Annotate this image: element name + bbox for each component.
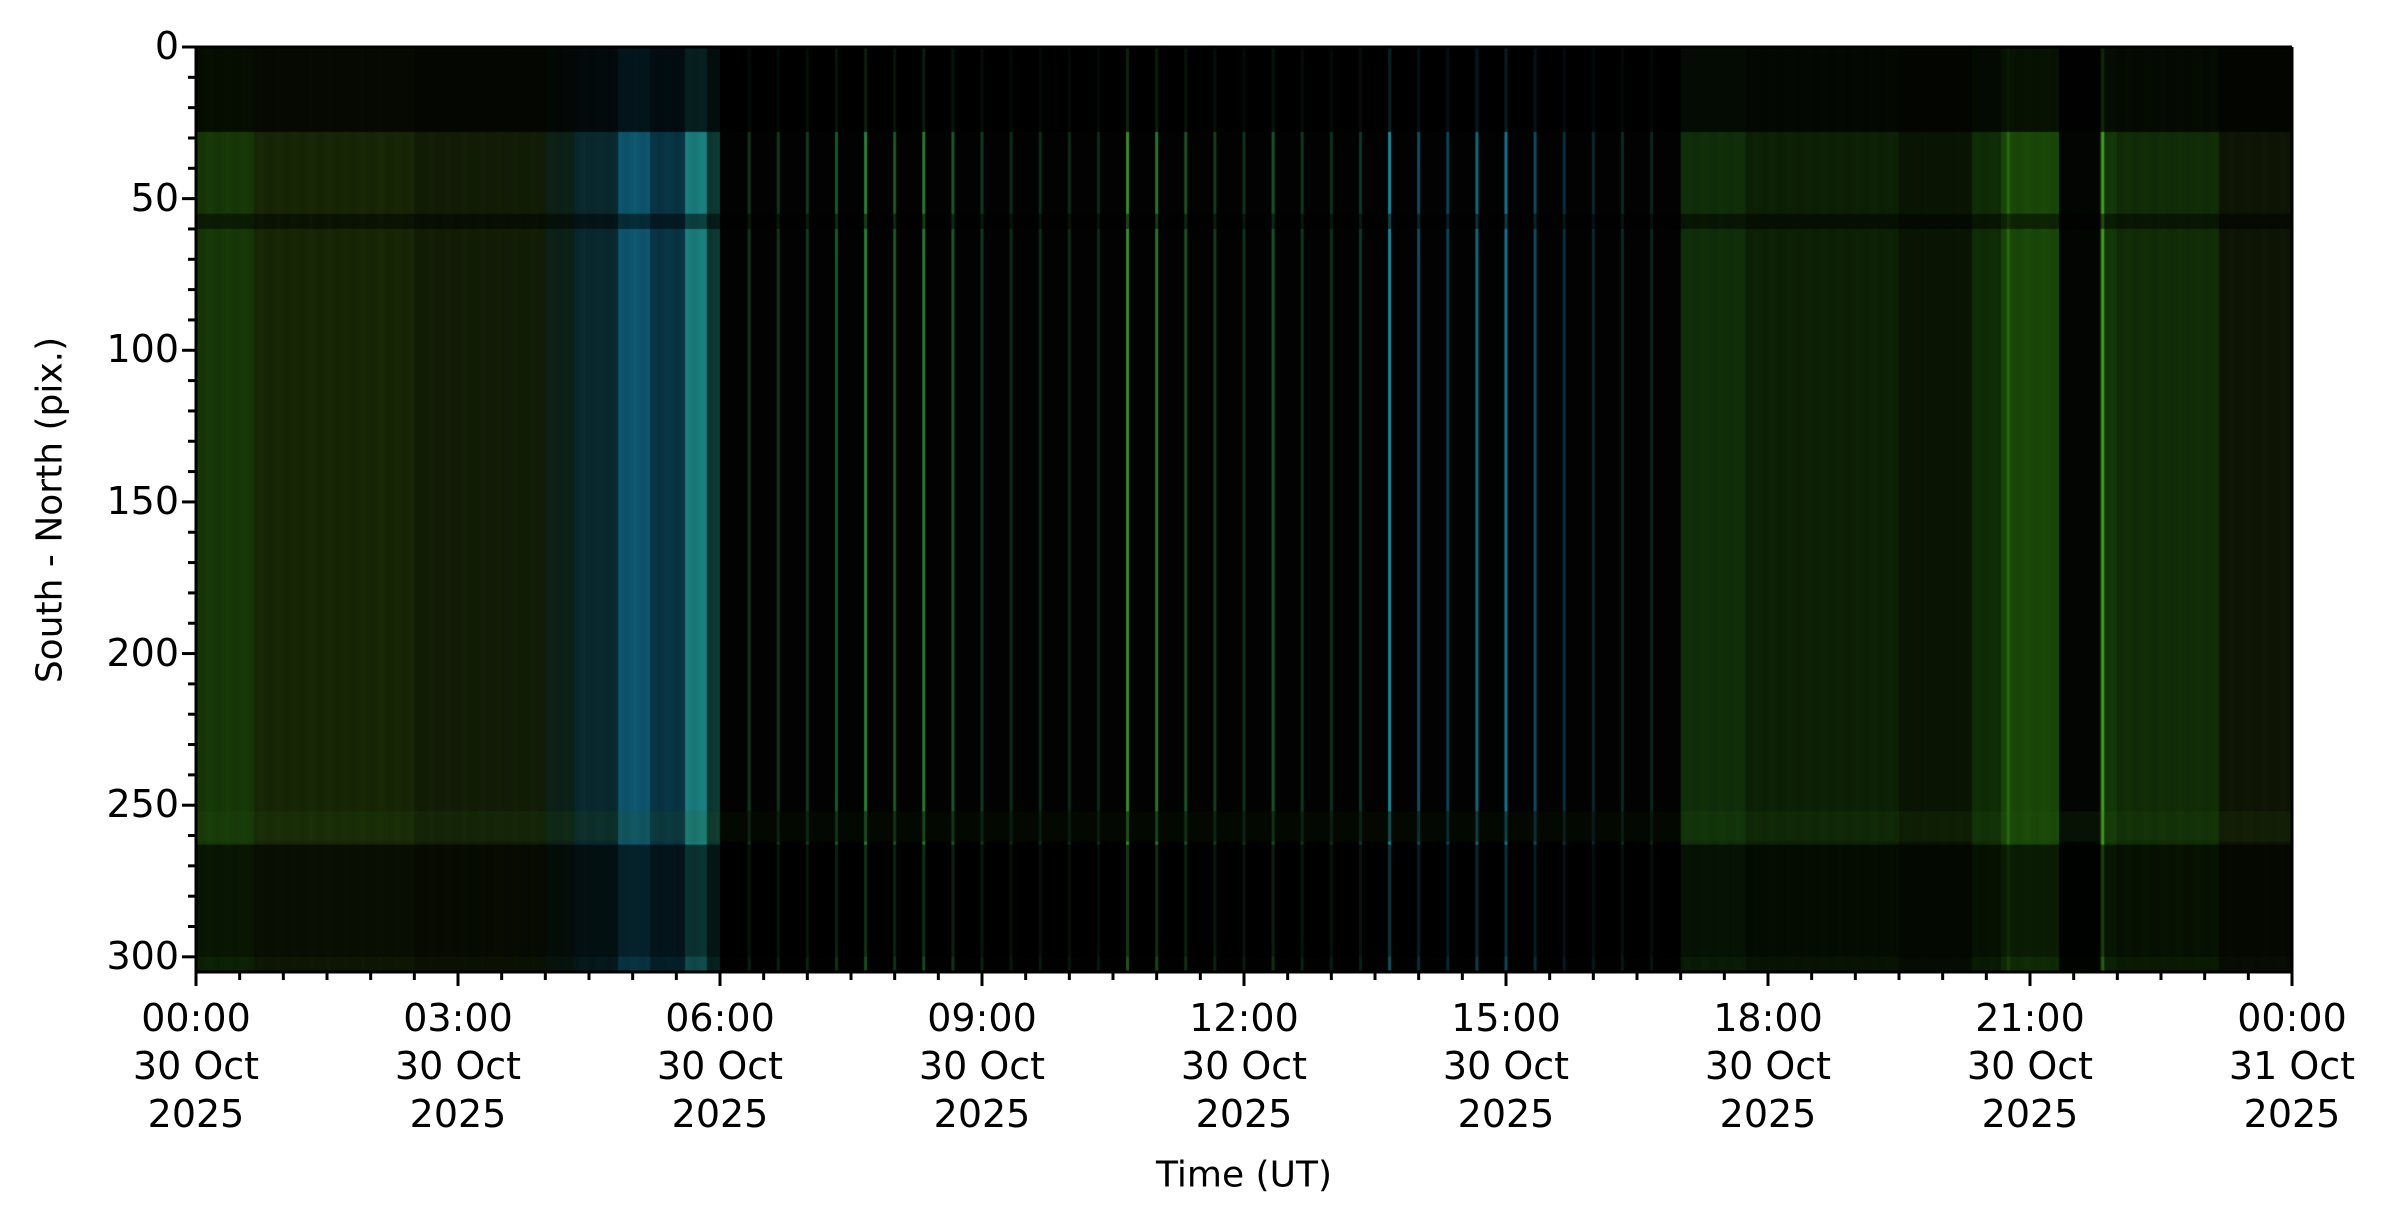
x-tick-label: 00:00 31 Oct 2025 (2172, 995, 2389, 1139)
x-tick-year: 2025 (1195, 1092, 1293, 1136)
x-tick-year: 2025 (147, 1092, 245, 1136)
y-tick-label: 50 (130, 175, 179, 220)
x-tick-day: 31 Oct (2228, 1044, 2356, 1088)
x-tick-time: 00:00 (2237, 996, 2347, 1040)
x-tick-time: 03:00 (403, 996, 513, 1040)
x-tick-time: 09:00 (927, 996, 1037, 1040)
x-tick-time: 18:00 (1713, 996, 1823, 1040)
x-tick-year: 2025 (1981, 1092, 2079, 1136)
x-tick-time: 21:00 (1975, 996, 2085, 1040)
time-distance-image (196, 47, 2292, 972)
y-tick-label: 250 (106, 782, 179, 827)
x-tick-year: 2025 (933, 1092, 1031, 1136)
x-axis-label: Time (UT) (1156, 1154, 1332, 1196)
x-tick-label: 09:00 30 Oct 2025 (862, 995, 1102, 1139)
x-tick-time: 06:00 (665, 996, 775, 1040)
y-tick-label: 300 (106, 933, 179, 978)
x-tick-day: 30 Oct (918, 1044, 1046, 1088)
x-tick-time: 15:00 (1451, 996, 1561, 1040)
y-tick-label: 150 (106, 478, 179, 523)
plot-area (196, 47, 2292, 972)
x-tick-label: 12:00 30 Oct 2025 (1124, 995, 1364, 1139)
x-tick-label: 18:00 30 Oct 2025 (1648, 995, 1888, 1139)
x-tick-day: 30 Oct (656, 1044, 784, 1088)
x-tick-time: 12:00 (1189, 996, 1299, 1040)
x-tick-day: 30 Oct (1966, 1044, 2094, 1088)
x-tick-label: 00:00 30 Oct 2025 (76, 995, 316, 1139)
x-tick-label: 15:00 30 Oct 2025 (1386, 995, 1626, 1139)
x-tick-day: 30 Oct (132, 1044, 260, 1088)
x-tick-year: 2025 (1719, 1092, 1817, 1136)
x-tick-time: 00:00 (141, 996, 251, 1040)
x-tick-day: 30 Oct (394, 1044, 522, 1088)
x-tick-day: 30 Oct (1442, 1044, 1570, 1088)
y-axis-label: South - North (pix.) (29, 336, 71, 684)
y-tick-label: 200 (106, 630, 179, 675)
x-tick-label: 21:00 30 Oct 2025 (1910, 995, 2150, 1139)
x-tick-label: 03:00 30 Oct 2025 (338, 995, 578, 1139)
x-tick-year: 2025 (671, 1092, 769, 1136)
x-tick-day: 30 Oct (1180, 1044, 1308, 1088)
x-tick-day: 30 Oct (1704, 1044, 1832, 1088)
x-tick-year: 2025 (2243, 1092, 2341, 1136)
x-tick-year: 2025 (409, 1092, 507, 1136)
y-tick-label: 100 (106, 327, 179, 372)
x-tick-label: 06:00 30 Oct 2025 (600, 995, 840, 1139)
x-tick-year: 2025 (1457, 1092, 1555, 1136)
y-tick-label: 0 (154, 24, 179, 68)
